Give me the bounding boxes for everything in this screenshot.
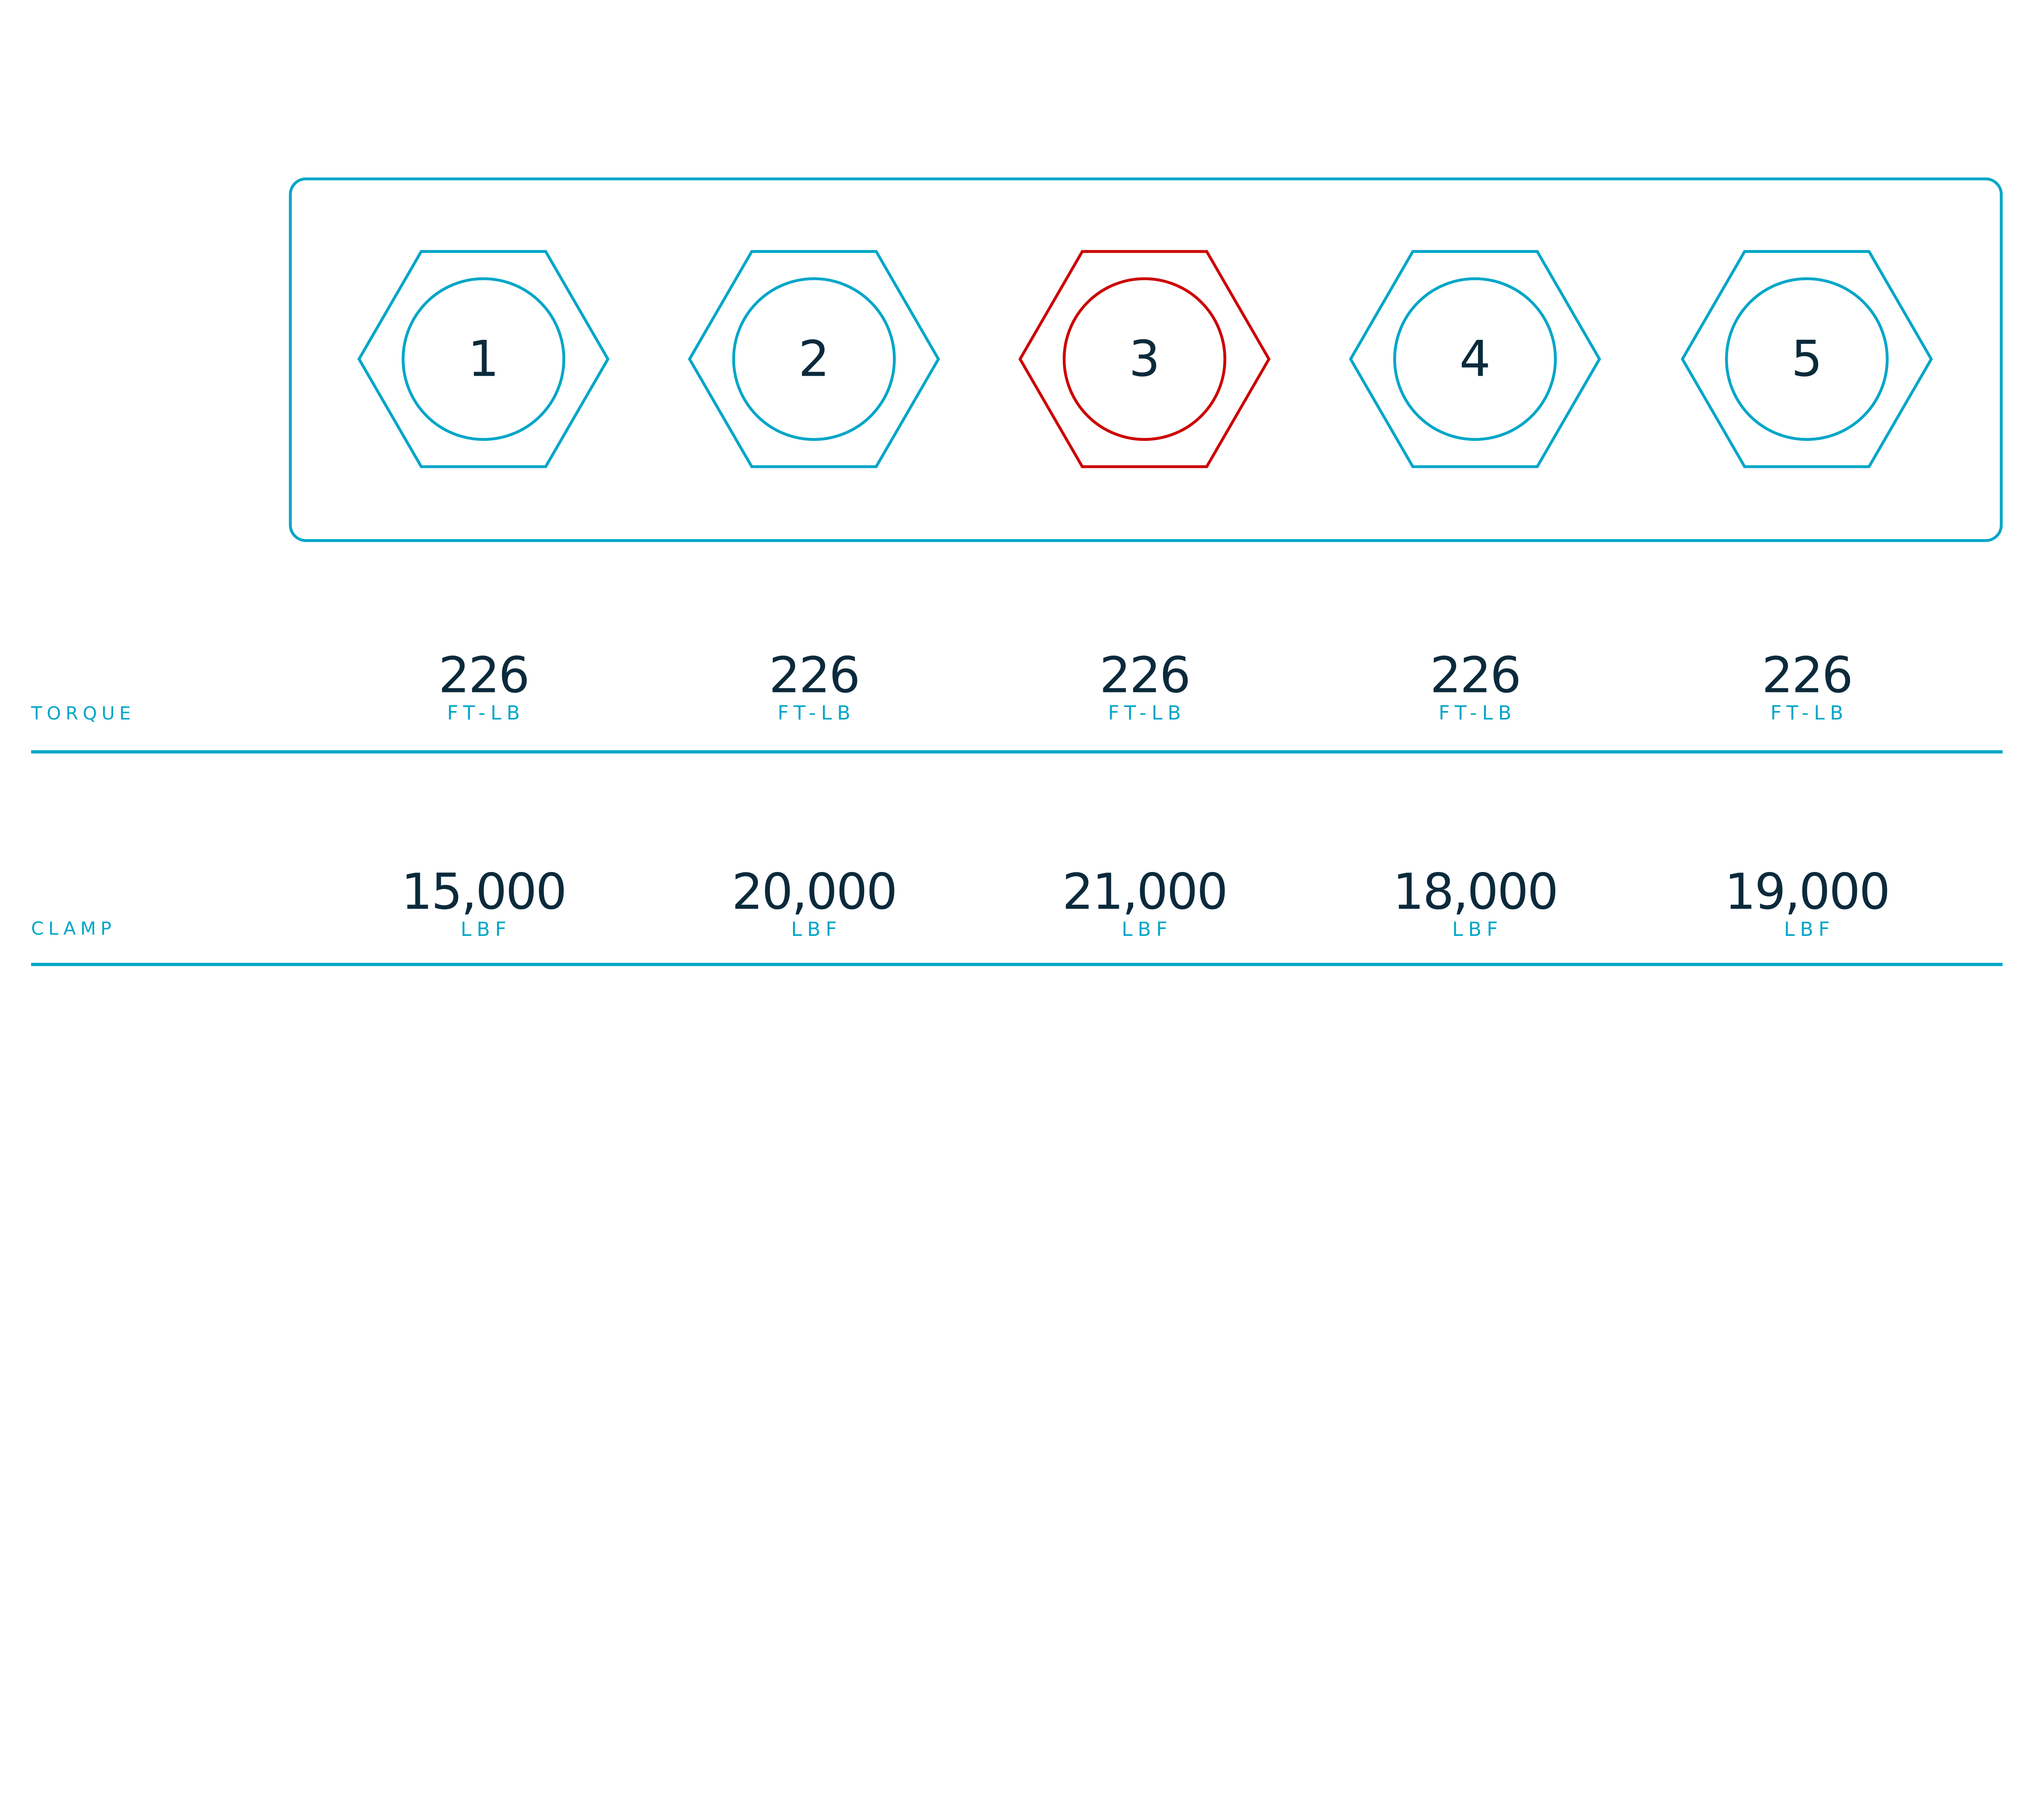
bolt-5: 5: [1681, 250, 1933, 468]
bolt-number: 4: [1459, 330, 1491, 387]
bolt-washer-icon: [1725, 277, 1889, 441]
value-group: 226FT-LB15,000LBF226FT-LB20,000LBF226FT-…: [401, 647, 1891, 941]
torque-unit: FT-LB: [778, 702, 856, 724]
clamp-unit: LBF: [1452, 918, 1503, 941]
bolt-plate: [289, 177, 2003, 542]
clamp-value: 19,000: [1725, 863, 1889, 921]
torque-value: 226: [1100, 647, 1190, 704]
clamp-value: 21,000: [1062, 863, 1227, 921]
clamp-unit: LBF: [1784, 918, 1835, 941]
torque-unit: FT-LB: [1438, 702, 1516, 724]
torque-unit: FT-LB: [447, 702, 525, 724]
clamp-value: 18,000: [1393, 863, 1557, 921]
bolt-number: 1: [468, 330, 499, 387]
torque-value: 226: [1762, 647, 1852, 704]
bolt-number: 5: [1791, 330, 1822, 387]
bolt-3: 3: [1018, 250, 1271, 468]
bolt-2: 2: [688, 250, 940, 468]
bolt-washer-icon: [402, 277, 565, 441]
bolt-hex-head-icon: [688, 250, 940, 468]
torque-value: 226: [1430, 647, 1520, 704]
bolt-washer-icon: [1062, 277, 1227, 441]
clamp-row-label: CLAMP: [31, 918, 116, 939]
bolt-number: 2: [798, 330, 829, 387]
clamp-unit: LBF: [1122, 918, 1173, 941]
bolt-washer-icon: [1393, 277, 1557, 441]
clamp-value: 20,000: [732, 863, 896, 921]
bolt-hex-head-icon: [1018, 250, 1271, 468]
bolt-hex-head-icon: [357, 250, 610, 468]
bolt-washer-icon: [732, 277, 896, 441]
bolt-number: 3: [1129, 330, 1160, 387]
torque-row-label: TORQUE: [31, 703, 135, 724]
torque-unit: FT-LB: [1108, 702, 1186, 724]
torque-unit: FT-LB: [1770, 702, 1849, 724]
clamp-unit: LBF: [791, 918, 842, 941]
clamp-value: 15,000: [401, 863, 566, 921]
bolt-group: 1 2 3 4 5: [357, 250, 1933, 468]
bolt-hex-head-icon: [1349, 250, 1601, 468]
bolt-1: 1: [357, 250, 610, 468]
bolt-4: 4: [1349, 250, 1601, 468]
torque-value: 226: [438, 647, 529, 704]
torque-value: 226: [769, 647, 859, 704]
bolt-hex-head-icon: [1681, 250, 1933, 468]
clamp-unit: LBF: [461, 918, 512, 941]
